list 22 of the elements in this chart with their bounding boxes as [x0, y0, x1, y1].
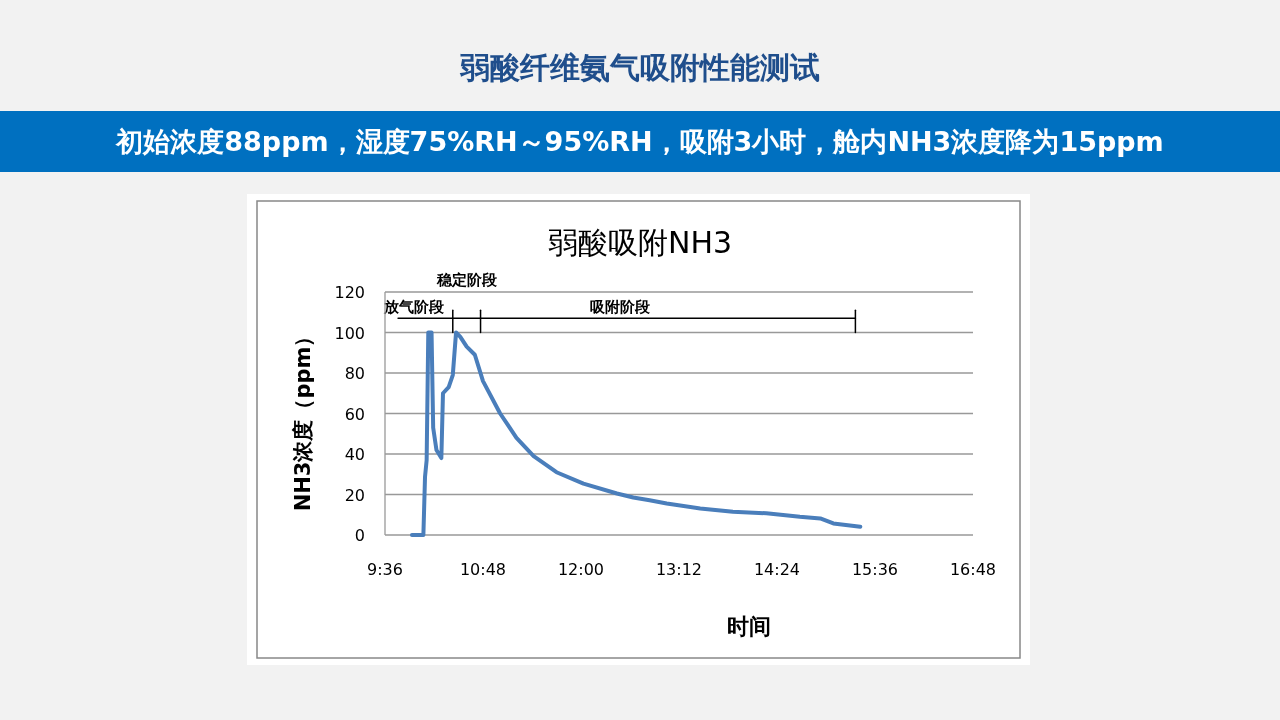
x-tick-label: 16:48 [949, 560, 997, 579]
y-tick-label: 120 [334, 283, 365, 302]
y-tick-label: 0 [354, 526, 365, 545]
x-tick-label: 12:00 [557, 560, 605, 579]
y-tick-label: 60 [344, 404, 365, 424]
x-axis-title: 时间 [727, 614, 771, 639]
x-tick-label: 10:48 [459, 560, 507, 579]
chart-subtitle: 初始浓度88ppm，湿度75%RH～95%RH，吸附3小时，舱内NH3浓度降为15ppm [115, 126, 1164, 157]
annotation: 稳定阶段 [435, 271, 498, 290]
x-tick-label: 13:12 [655, 560, 703, 579]
annotation: 放气阶段 [383, 298, 446, 317]
x-tick-label: 15:36 [851, 560, 899, 579]
y-tick-label: 80 [344, 364, 365, 383]
y-axis-title: NH3浓度（ppm） [291, 325, 315, 512]
x-tick-label: 9:36 [367, 560, 403, 579]
annotation: 吸附阶段 [590, 298, 652, 317]
y-tick-label: 20 [344, 485, 365, 505]
chart-title: 弱酸纤维氨气吸附性能测试 [459, 50, 820, 85]
text: 弱酸吸附NH3 [547, 225, 733, 260]
y-tick-label: 100 [334, 323, 365, 343]
x-tick-label: 14:24 [753, 560, 801, 579]
y-tick-label: 40 [344, 445, 365, 464]
